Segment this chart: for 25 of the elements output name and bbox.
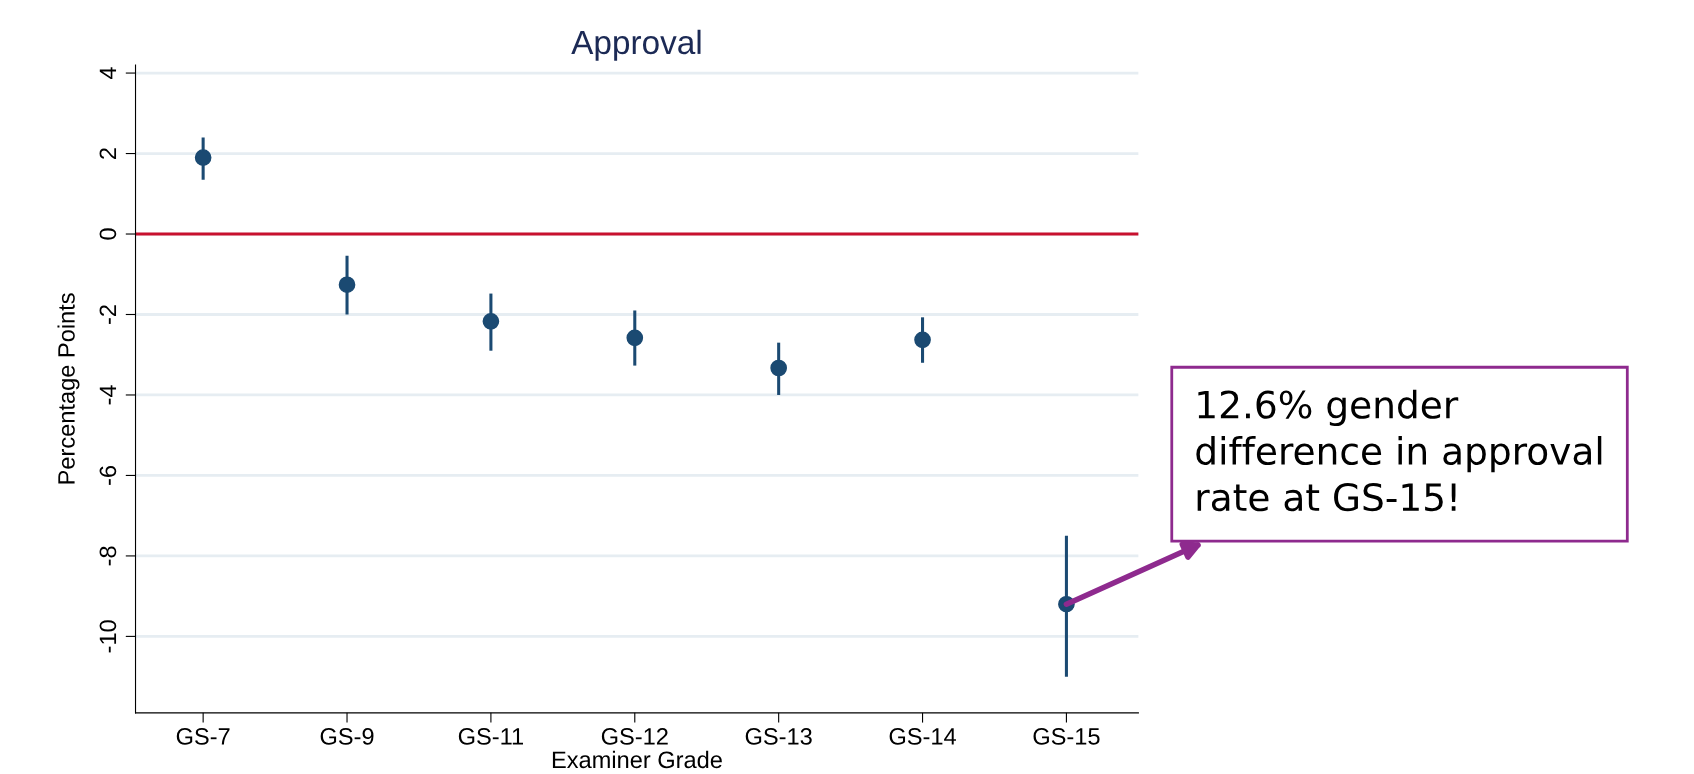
y-tick-label: -10 <box>99 620 117 653</box>
point <box>626 329 644 347</box>
y-axis-title: Percentage Points <box>57 293 80 484</box>
point <box>194 149 212 166</box>
point <box>914 331 931 349</box>
x-tick-label: GS-11 <box>458 728 523 745</box>
y-tick-label: -4 <box>99 385 117 405</box>
point <box>770 359 788 377</box>
y-tick-label: 4 <box>99 67 117 80</box>
y-tick-label: -6 <box>99 465 117 485</box>
y-tick-label: -8 <box>99 546 117 566</box>
chart-title: Approval <box>571 29 701 61</box>
x-tick-label: GS-13 <box>745 728 812 745</box>
annotation: 12.6% gender difference in approval rate at GS-15! <box>1196 389 1602 512</box>
y-tick-label: 2 <box>99 148 117 159</box>
y-tick-label: -2 <box>99 305 117 324</box>
x-tick-label: GS-15 <box>1033 728 1100 745</box>
x-tick-label: GS-7 <box>176 728 230 745</box>
y-tick-label: 0 <box>99 228 117 240</box>
point <box>338 276 356 294</box>
x-tick-label: GS-12 <box>601 728 668 745</box>
x-tick-label: GS-14 <box>889 728 956 745</box>
x-axis-title: Examiner Grade <box>552 750 722 769</box>
point <box>482 313 500 330</box>
x-tick-label: GS-9 <box>320 728 374 745</box>
